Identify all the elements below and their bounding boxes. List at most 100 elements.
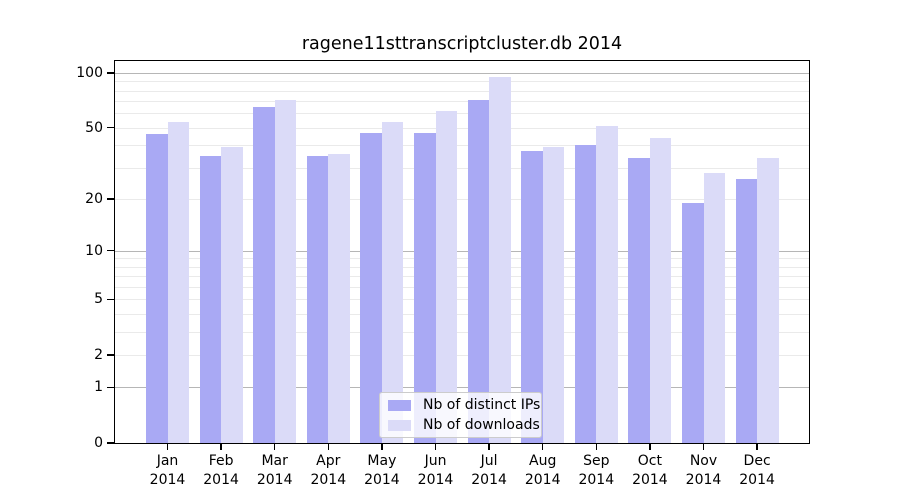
x-tick-label-jul: Jul 2014 xyxy=(457,452,521,490)
x-tick-label-may: May 2014 xyxy=(350,452,414,490)
x-tick-month: Feb xyxy=(208,453,234,469)
x-tick-month: Jan xyxy=(156,453,179,469)
x-tick-label-nov: Nov 2014 xyxy=(672,452,736,490)
x-tick-year: 2014 xyxy=(149,472,186,488)
y-tick-label-10: 10 xyxy=(85,242,103,259)
x-tick-month: Aug xyxy=(529,453,557,469)
x-tick-year: 2014 xyxy=(685,472,722,488)
gridline-major-1 xyxy=(114,387,810,389)
x-tick-month: Dec xyxy=(743,453,771,469)
x-tick-month: May xyxy=(367,453,397,469)
bar-distinct-ips-nov xyxy=(682,202,704,443)
x-tick-year: 2014 xyxy=(471,472,507,488)
bar-distinct-ips-oct xyxy=(628,157,650,443)
gridline-major-100 xyxy=(114,73,810,74)
bar-downloads-nov xyxy=(703,173,725,443)
gridline-minor-3 xyxy=(114,331,810,333)
gridline-minor-80 xyxy=(114,90,810,92)
y-tick-2 xyxy=(107,354,114,356)
gridline-major-10 xyxy=(114,250,810,252)
x-tick-may xyxy=(381,443,383,450)
x-tick-year: 2014 xyxy=(203,472,239,488)
x-tick-apr xyxy=(327,443,329,450)
bar-distinct-ips-may xyxy=(360,132,382,443)
gridline-minor-5 xyxy=(114,299,810,301)
x-tick-month: Nov xyxy=(689,453,718,469)
gridline-minor-9 xyxy=(114,258,810,260)
y-tick-100 xyxy=(107,72,114,74)
x-tick-label-jun: Jun 2014 xyxy=(404,452,468,490)
bar-distinct-ips-aug xyxy=(521,151,543,443)
x-tick-year: 2014 xyxy=(524,472,561,488)
x-tick-jul xyxy=(488,443,490,450)
gridline-minor-50 xyxy=(114,127,810,129)
bar-downloads-may xyxy=(381,121,404,443)
bar-distinct-ips-mar xyxy=(253,107,275,443)
x-tick-year: 2014 xyxy=(364,472,400,488)
x-tick-label-aug: Aug 2014 xyxy=(511,452,575,490)
x-tick-label-oct: Oct 2014 xyxy=(618,452,682,490)
bar-distinct-ips-dec xyxy=(735,178,758,443)
bar-downloads-dec xyxy=(757,157,779,443)
x-tick-month: Sep xyxy=(583,453,610,469)
gridline-minor-30 xyxy=(114,167,810,169)
legend-item-downloads: Nb of downloads xyxy=(388,416,540,434)
y-tick-label-50: 50 xyxy=(85,119,103,136)
gridline-minor-90 xyxy=(114,81,810,83)
legend-swatch-downloads xyxy=(388,419,411,431)
x-tick-nov xyxy=(702,443,705,450)
gridline-minor-8 xyxy=(114,266,810,268)
bar-distinct-ips-jan xyxy=(146,134,168,443)
x-tick-dec xyxy=(756,443,758,450)
bar-downloads-jul xyxy=(489,77,511,443)
x-tick-month: Mar xyxy=(261,453,288,469)
legend-label-downloads: Nb of downloads xyxy=(423,417,540,433)
x-tick-label-apr: Apr 2014 xyxy=(296,452,360,490)
x-tick-mar xyxy=(274,443,276,450)
x-tick-year: 2014 xyxy=(632,472,668,488)
x-tick-month: Jun xyxy=(424,453,447,469)
x-tick-month: Apr xyxy=(316,453,341,469)
gridline-minor-2 xyxy=(114,354,810,356)
legend-item-distinct-ips: Nb of distinct IPs xyxy=(388,396,540,414)
gridline-minor-20 xyxy=(114,198,810,200)
legend-label-distinct-ips: Nb of distinct IPs xyxy=(423,397,541,413)
y-tick-label-5: 5 xyxy=(94,291,103,308)
bar-downloads-sep xyxy=(596,126,618,443)
bar-distinct-ips-feb xyxy=(199,155,222,443)
bar-distinct-ips-jul xyxy=(467,100,490,443)
x-tick-label-mar: Mar 2014 xyxy=(243,452,307,490)
bar-distinct-ips-jun xyxy=(414,132,436,443)
y-tick-50 xyxy=(107,127,114,129)
x-tick-month: Jul xyxy=(480,453,498,469)
x-tick-label-sep: Sep 2014 xyxy=(564,452,628,490)
bar-downloads-jun xyxy=(435,110,457,443)
chart-title: ragene11sttranscriptcluster.db 2014 xyxy=(301,34,623,54)
x-tick-aug xyxy=(542,443,544,450)
bar-downloads-feb xyxy=(221,147,243,443)
y-tick-label-100: 100 xyxy=(76,65,103,81)
y-tick-1 xyxy=(107,386,114,389)
bar-downloads-oct xyxy=(649,137,672,443)
y-tick-20 xyxy=(107,198,114,200)
x-tick-year: 2014 xyxy=(417,472,454,488)
legend: Nb of distinct IPs Nb of downloads xyxy=(379,392,542,438)
gridline-minor-4 xyxy=(114,313,810,315)
y-tick-label-2: 2 xyxy=(94,346,103,363)
bar-downloads-apr xyxy=(328,153,350,443)
bar-downloads-aug xyxy=(542,147,565,443)
bar-distinct-ips-sep xyxy=(574,145,597,443)
bar-downloads-jan xyxy=(167,121,189,443)
gridline-minor-40 xyxy=(114,145,810,147)
bar-distinct-ips-apr xyxy=(306,155,329,443)
x-tick-year: 2014 xyxy=(739,472,775,488)
x-tick-year: 2014 xyxy=(578,472,615,488)
x-tick-feb xyxy=(220,443,222,450)
x-tick-label-jan: Jan 2014 xyxy=(136,452,200,490)
x-tick-year: 2014 xyxy=(310,472,347,488)
y-tick-10 xyxy=(107,250,114,252)
x-tick-label-feb: Feb 2014 xyxy=(189,452,253,490)
gridline-minor-60 xyxy=(114,113,810,115)
x-tick-month: Oct xyxy=(637,453,662,469)
x-tick-year: 2014 xyxy=(256,472,293,488)
